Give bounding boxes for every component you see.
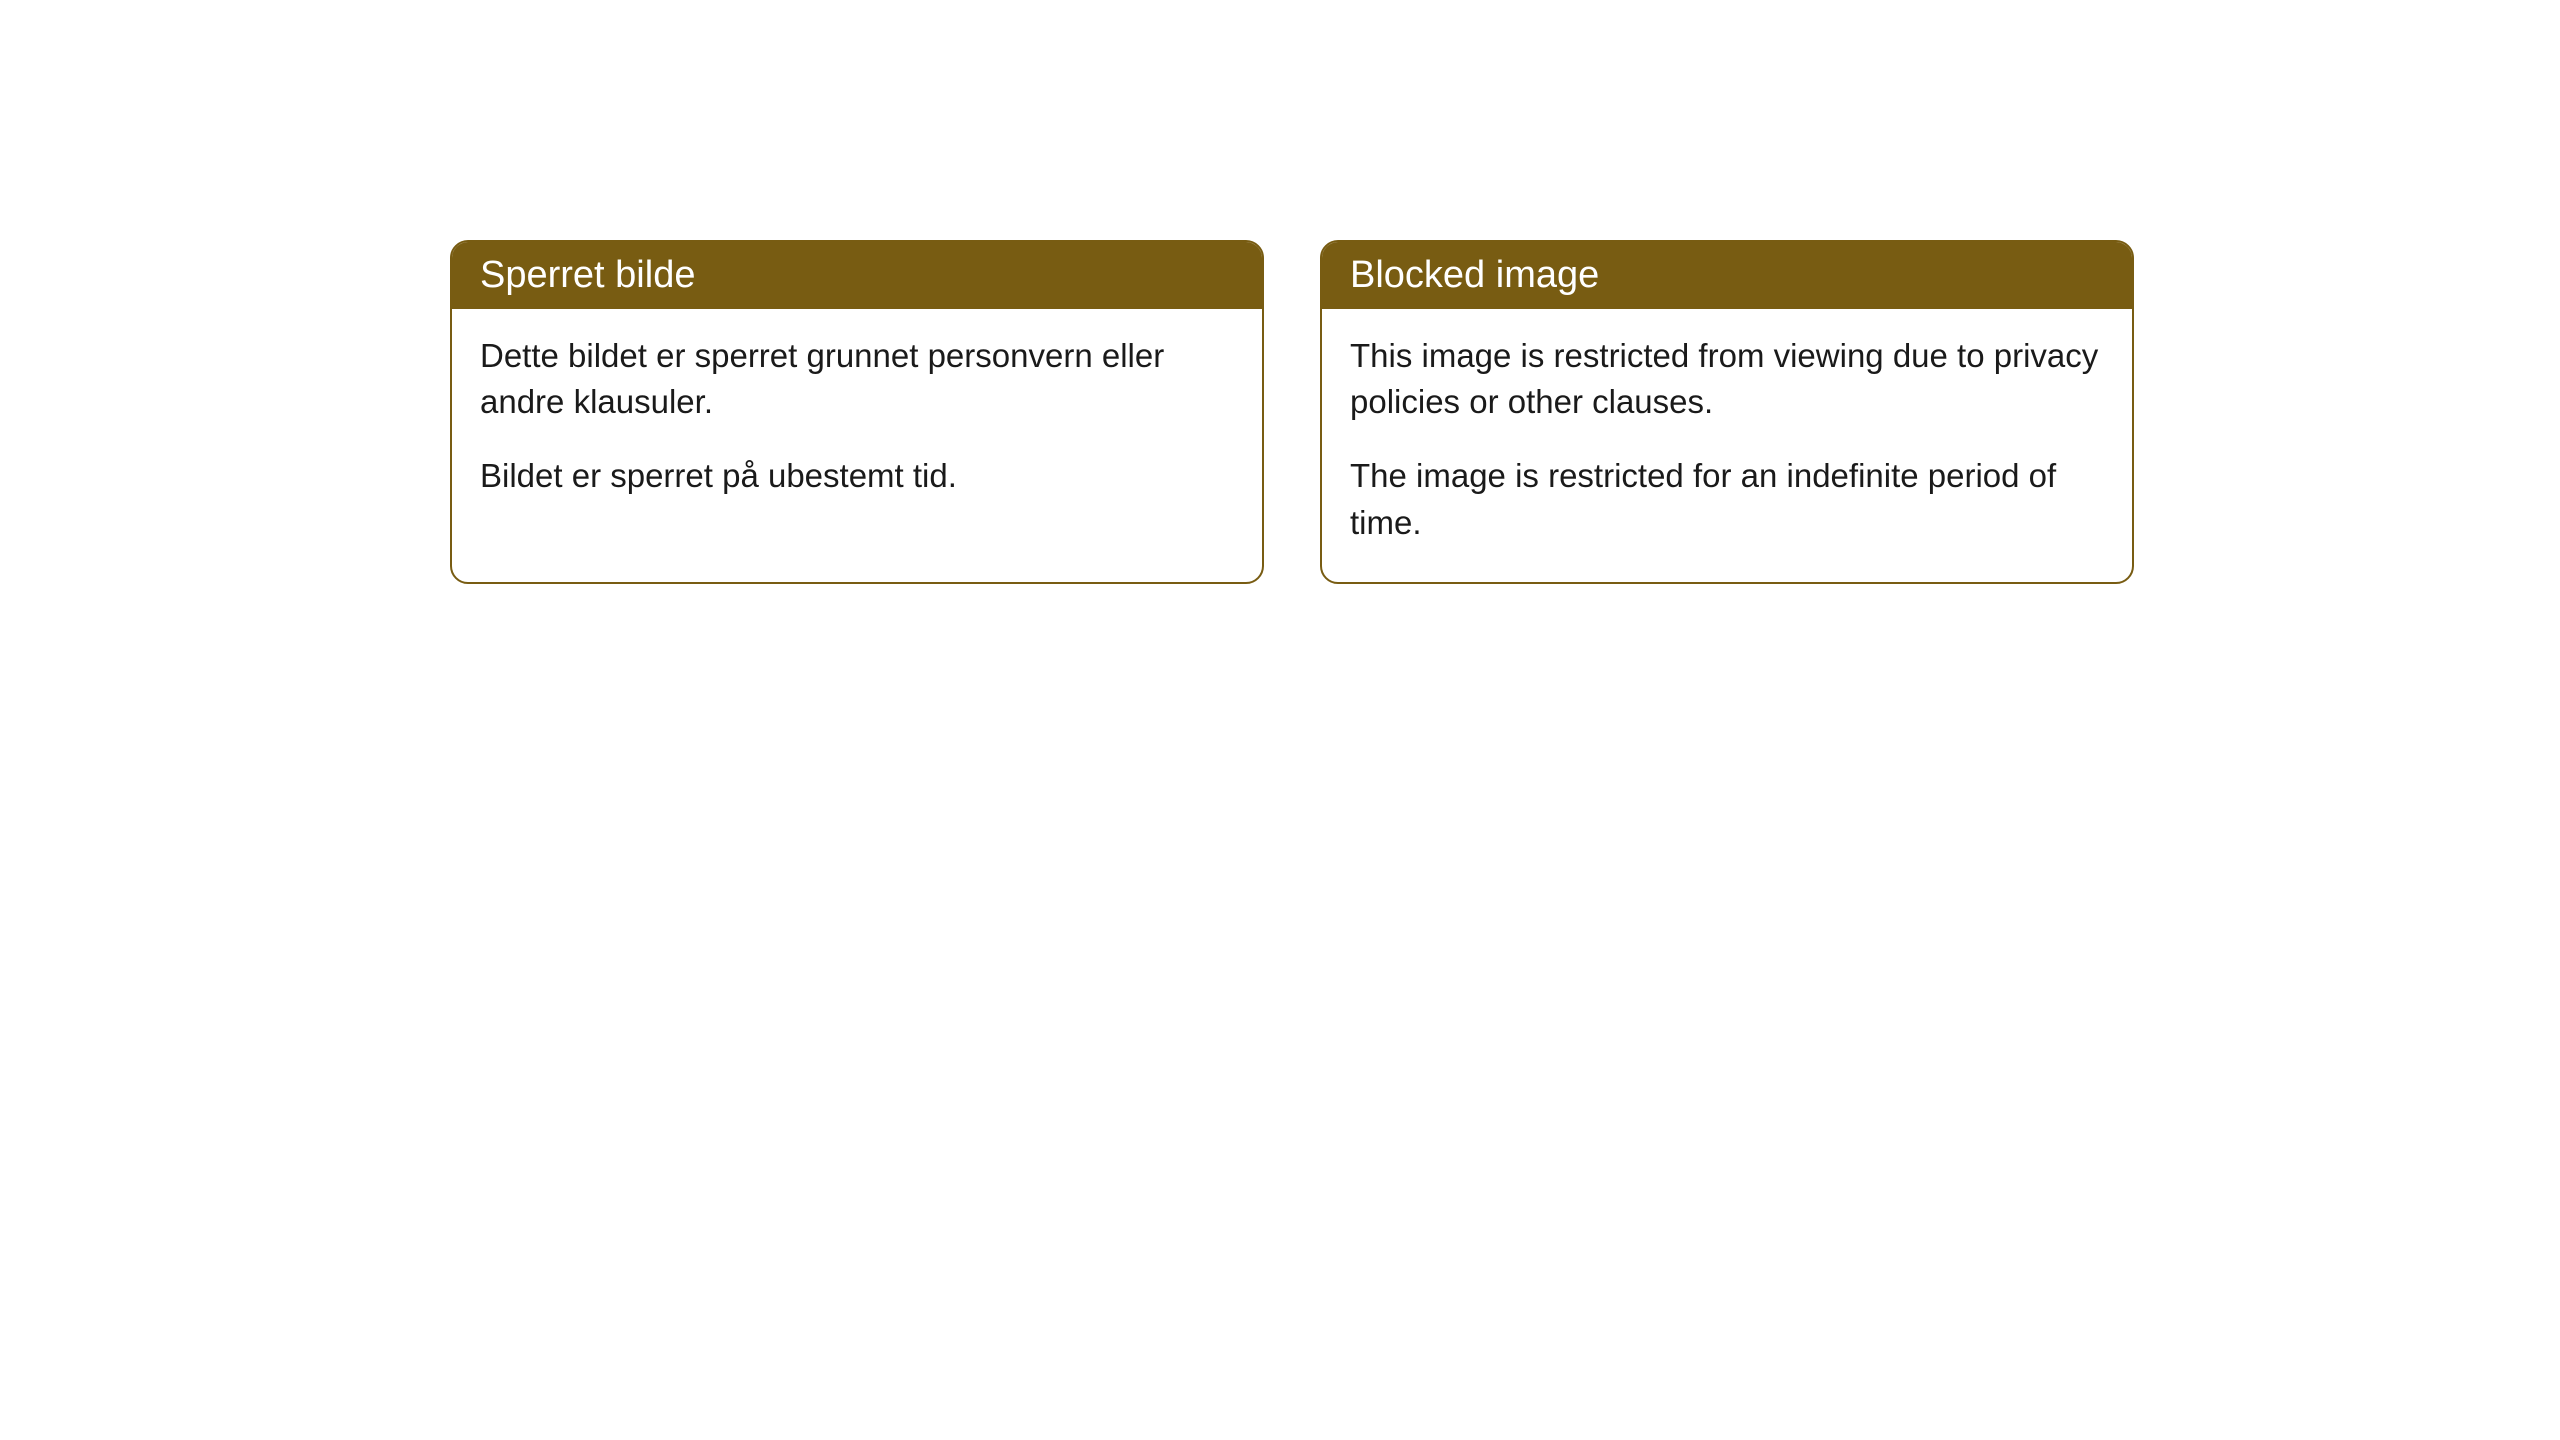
card-title: Sperret bilde — [480, 254, 695, 296]
card-title: Blocked image — [1350, 254, 1599, 296]
card-paragraph: This image is restricted from viewing du… — [1350, 333, 2104, 425]
card-body: This image is restricted from viewing du… — [1322, 309, 2132, 582]
cards-container: Sperret bilde Dette bildet er sperret gr… — [450, 240, 2134, 584]
card-header: Blocked image — [1322, 242, 2132, 309]
card-paragraph: Dette bildet er sperret grunnet personve… — [480, 333, 1234, 425]
blocked-image-card-english: Blocked image This image is restricted f… — [1320, 240, 2134, 584]
card-body: Dette bildet er sperret grunnet personve… — [452, 309, 1262, 536]
card-header: Sperret bilde — [452, 242, 1262, 309]
blocked-image-card-norwegian: Sperret bilde Dette bildet er sperret gr… — [450, 240, 1264, 584]
card-paragraph: Bildet er sperret på ubestemt tid. — [480, 453, 1234, 499]
card-paragraph: The image is restricted for an indefinit… — [1350, 453, 2104, 545]
